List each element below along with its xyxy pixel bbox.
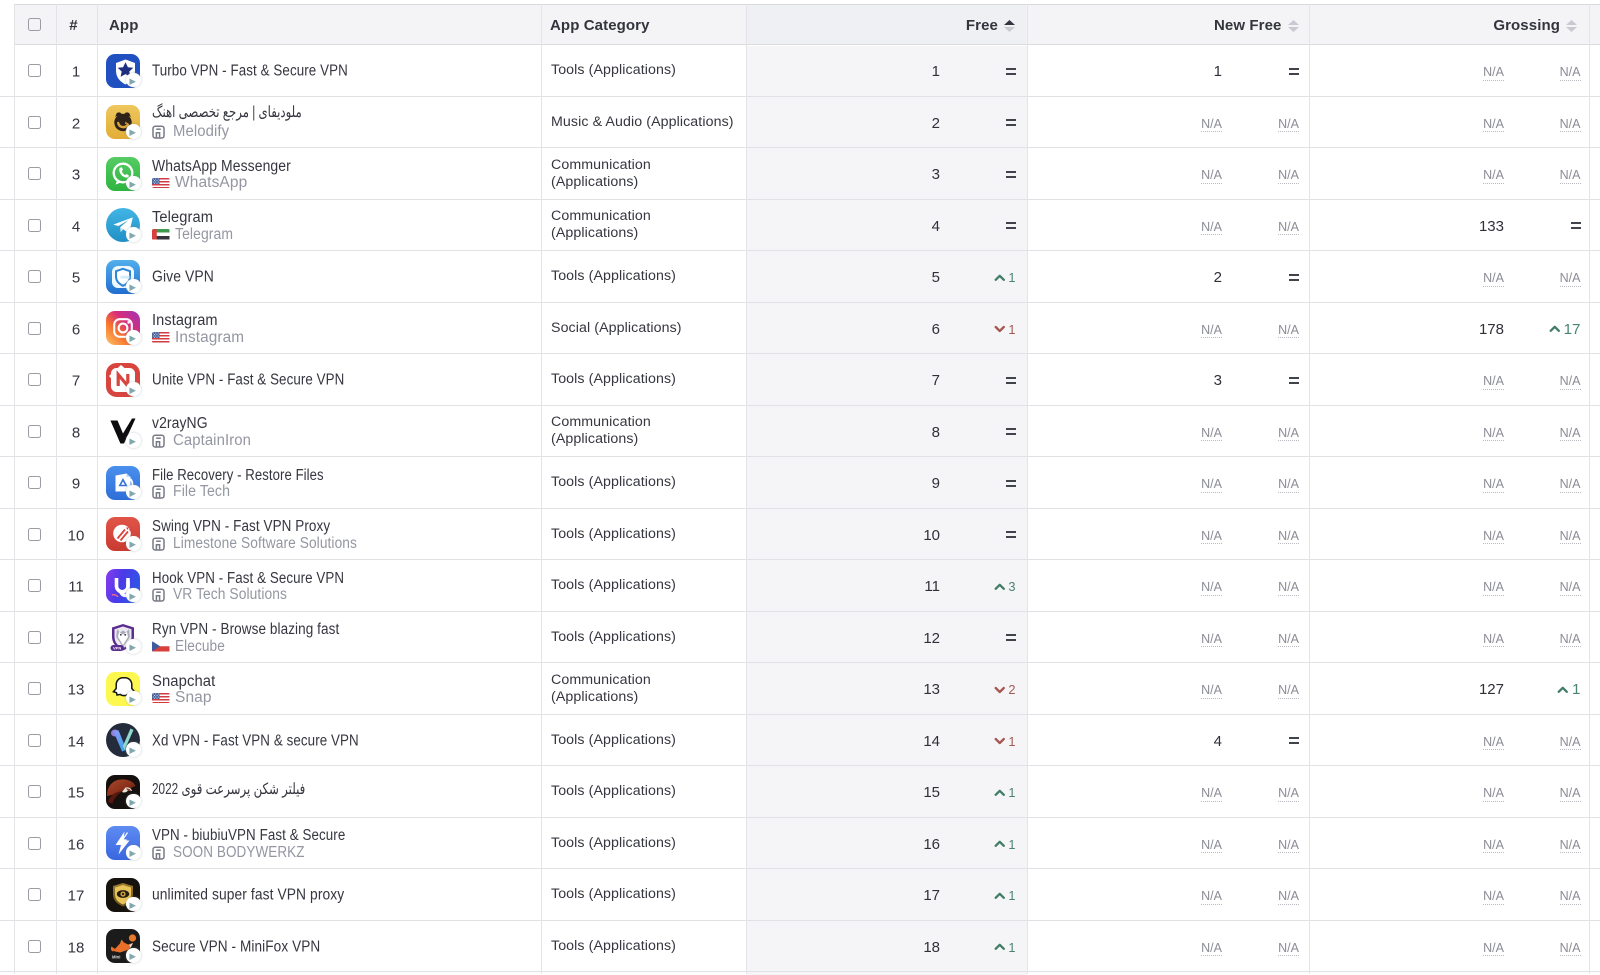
svg-text:VPN: VPN: [113, 646, 121, 651]
svg-text:Mini: Mini: [112, 955, 120, 960]
